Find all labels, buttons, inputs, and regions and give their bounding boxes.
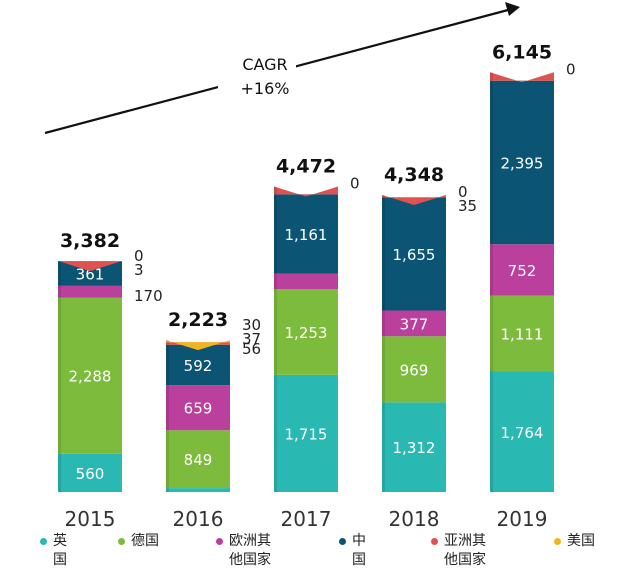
bar-segment — [274, 289, 338, 375]
bar-shade — [274, 186, 277, 493]
segment-value-label: 1,715 — [285, 425, 328, 443]
legend-swatch — [554, 538, 561, 545]
legend-label: 德国 — [131, 533, 159, 549]
total-label: 2,223 — [168, 309, 228, 331]
segment-value-label: 377 — [400, 315, 429, 333]
cagr-value: +16% — [241, 79, 290, 98]
segment-value-label: 1,655 — [393, 246, 436, 264]
segment-value-label: 2,395 — [501, 154, 544, 172]
segment-value-label: 361 — [76, 266, 105, 284]
bar-shade — [382, 195, 385, 492]
legend-label: 欧洲其 他国家 — [229, 533, 271, 568]
segment-value-label: 3 — [134, 261, 144, 279]
bar-segment — [274, 186, 338, 197]
bar-segment — [166, 344, 230, 386]
bar-segment — [382, 402, 446, 492]
segment-value-label: 35 — [458, 197, 477, 215]
bar-shade — [490, 72, 493, 492]
bar-segment — [382, 197, 446, 311]
total-label: 4,348 — [384, 164, 444, 186]
segment-value-label: 0 — [350, 175, 360, 193]
segment-value-label: 1,253 — [285, 324, 328, 342]
bar-segment — [382, 336, 446, 403]
legend-label: 美国 — [567, 533, 595, 549]
bar-segment — [382, 195, 446, 206]
bar-segment — [58, 453, 122, 492]
bar-segment — [490, 72, 554, 83]
bar-segment — [166, 385, 230, 431]
legend-swatch — [40, 538, 47, 545]
legend-swatch — [339, 538, 346, 545]
segment-value-label: 0 — [458, 183, 468, 201]
legend-swatch — [216, 538, 223, 545]
bar-segment — [274, 374, 338, 492]
segment-value-label: 1,161 — [285, 226, 328, 244]
segment-value-label: 37 — [242, 330, 261, 348]
x-tick-label: 2018 — [389, 507, 440, 531]
segment-value-label: 2,288 — [69, 368, 112, 386]
x-tick-label: 2015 — [65, 507, 116, 531]
segment-value-label: 969 — [400, 361, 429, 379]
total-label: 6,145 — [492, 41, 552, 63]
segment-value-label: 0 — [134, 247, 144, 265]
cagr-label: CAGR — [242, 55, 287, 74]
bar-segment — [58, 261, 122, 286]
segment-value-label: 1,312 — [393, 439, 436, 457]
bar-segment — [490, 371, 554, 492]
bar-segment — [58, 297, 122, 454]
bar-segment — [490, 80, 554, 245]
total-label: 4,472 — [276, 156, 336, 178]
bar-segment — [490, 295, 554, 372]
bar-segment — [58, 285, 122, 298]
bar-shade — [58, 261, 61, 492]
segment-value-label: 56 — [242, 340, 261, 358]
total-label: 3,382 — [60, 230, 120, 252]
legend-label: 中 国 — [352, 533, 366, 568]
x-tick-label: 2016 — [173, 507, 224, 531]
bar-segment — [166, 430, 230, 489]
bar-segment — [490, 244, 554, 296]
segment-value-label: 592 — [184, 357, 213, 375]
segment-value-label: 30 — [242, 316, 261, 334]
legend-swatch — [118, 538, 125, 545]
segment-value-label: 752 — [508, 262, 537, 280]
bar-segment — [382, 310, 446, 337]
segment-value-label: 0 — [566, 60, 576, 78]
segment-value-label: 849 — [184, 451, 213, 469]
bar-segment — [274, 194, 338, 274]
segment-value-label: 170 — [134, 287, 163, 305]
x-tick-label: 2019 — [497, 507, 548, 531]
bar-segment — [166, 340, 230, 351]
segment-value-label: 560 — [76, 465, 105, 483]
bar-segment — [58, 261, 122, 272]
x-tick-label: 2017 — [281, 507, 332, 531]
bar-shade — [166, 340, 169, 492]
bar-segment — [274, 273, 338, 290]
legend: 英 国 德国 欧洲其 他国家 中 国 亚洲其 他国家 美国 — [0, 532, 625, 577]
segment-value-label: 1,111 — [501, 326, 544, 344]
legend-label: 英 国 — [53, 533, 67, 568]
legend-label: 亚洲其 他国家 — [444, 533, 486, 568]
bar-segment — [166, 488, 230, 492]
segment-value-label: 1,764 — [501, 424, 544, 442]
segment-value-label: 659 — [184, 400, 213, 418]
legend-swatch — [431, 538, 438, 545]
